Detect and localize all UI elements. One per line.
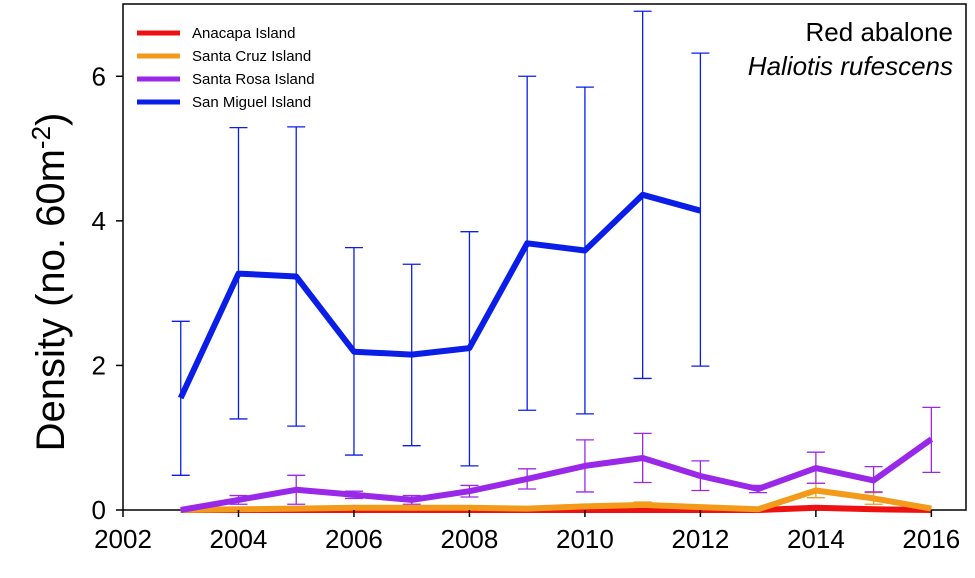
legend-label: Santa Rosa Island bbox=[192, 71, 315, 88]
x-tick-label: 2012 bbox=[671, 524, 729, 554]
x-tick-label: 2006 bbox=[325, 524, 383, 554]
x-tick-label: 2008 bbox=[441, 524, 499, 554]
series-line bbox=[180, 436, 934, 513]
y-axis-label-superscript: -2 bbox=[26, 126, 56, 149]
legend-item: Santa Cruz Island bbox=[137, 48, 311, 65]
y-tick-label: 4 bbox=[92, 206, 106, 236]
chart-title: Red abalone bbox=[806, 17, 953, 47]
legend-item: Anacapa Island bbox=[137, 25, 295, 42]
series-line bbox=[180, 487, 932, 513]
x-tick-label: 2016 bbox=[902, 524, 960, 554]
legend-item: San Miguel Island bbox=[137, 94, 311, 111]
x-tick-label: 2014 bbox=[787, 524, 845, 554]
legend-label: Anacapa Island bbox=[192, 25, 295, 42]
y-axis-label-main: Density (no. 60m bbox=[29, 149, 73, 451]
legend: Anacapa Island Santa Cruz Island Santa Ros… bbox=[137, 25, 315, 111]
legend-label: San Miguel Island bbox=[192, 94, 311, 111]
x-tick-label: 2002 bbox=[94, 524, 152, 554]
error-bar bbox=[171, 320, 190, 476]
y-tick-label: 0 bbox=[92, 495, 106, 525]
x-tick-label: 2004 bbox=[210, 524, 268, 554]
x-axis: 2002 2004 2006 2008 2010 2012 2014 2016 bbox=[94, 510, 960, 554]
y-tick-label: 2 bbox=[92, 350, 106, 380]
legend-label: Santa Cruz Island bbox=[192, 48, 311, 65]
legend-item: Santa Rosa Island bbox=[137, 71, 315, 88]
x-tick-label: 2010 bbox=[556, 524, 614, 554]
y-axis-label: Density (no. 60m-2) bbox=[26, 113, 73, 452]
y-axis: 0 2 4 6 bbox=[92, 61, 123, 525]
chart-subtitle: Haliotis rufescens bbox=[748, 51, 953, 81]
series-lines bbox=[177, 191, 934, 513]
y-tick-label: 6 bbox=[92, 61, 106, 91]
y-axis-label-close: ) bbox=[29, 113, 73, 126]
series-line bbox=[177, 191, 702, 400]
